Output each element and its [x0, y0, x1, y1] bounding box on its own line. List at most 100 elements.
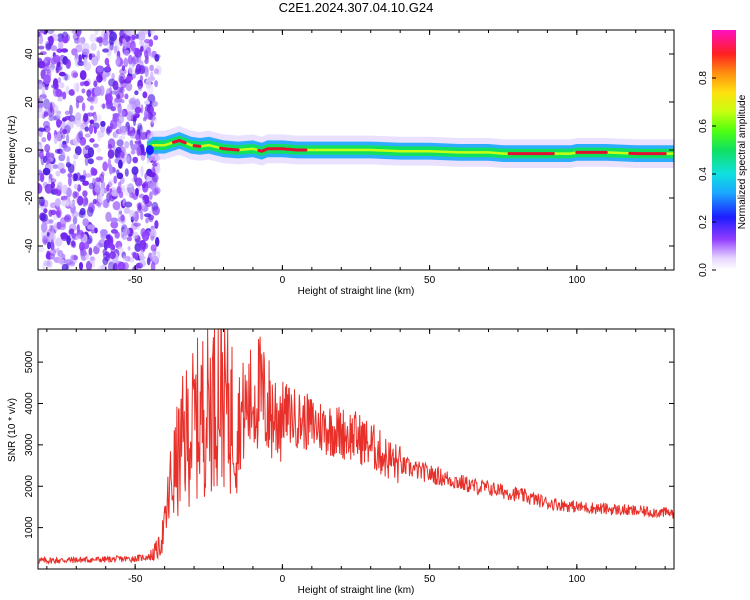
noise-speckle [50, 178, 57, 183]
noise-speckle [108, 261, 115, 270]
snr-panel: -50 0 50 100 1000 2000 3000 4000 5000 Height of… [7, 328, 675, 596]
noise-speckle [140, 245, 146, 253]
x-tick-label: 100 [568, 574, 585, 585]
noise-speckle [156, 250, 161, 260]
y-tick-label: 1000 [24, 516, 35, 539]
noise-speckle [124, 168, 129, 177]
y-tick-label: 0 [24, 147, 35, 153]
noise-speckle [86, 89, 92, 98]
snr-frame [37, 328, 675, 570]
noise-speckle [74, 52, 78, 59]
noise-speckle [65, 121, 74, 130]
noise-speckle [38, 37, 44, 44]
noise-speckle [90, 167, 96, 176]
noise-speckle [71, 210, 79, 219]
noise-speckle [151, 250, 156, 261]
noise-speckle [64, 214, 72, 223]
noise-speckle [59, 91, 64, 97]
y-tick-label: 3000 [24, 433, 35, 456]
noise-speckle [154, 187, 161, 195]
noise-speckle [42, 263, 46, 270]
noise-speckle [46, 67, 55, 73]
noise-speckle [124, 141, 130, 149]
noise-speckle [79, 81, 85, 87]
ridge-peak [192, 144, 202, 148]
colorbar: 0.0 0.2 0.4 0.6 0.8 Normalized spectral ampl… [698, 30, 748, 277]
noise-speckle [104, 57, 110, 66]
noise-speckle [67, 173, 73, 178]
snr-series-line [38, 329, 674, 565]
noise-speckle [82, 190, 88, 198]
noise-speckle [125, 255, 131, 262]
noise-speckle [138, 65, 146, 75]
colorbar-tick-label: 0.2 [698, 215, 709, 229]
noise-speckle [126, 236, 133, 242]
noise-speckle [136, 205, 143, 214]
noise-speckle [100, 120, 106, 127]
noise-speckle [76, 119, 82, 126]
noise-speckle [102, 71, 107, 82]
noise-speckle [53, 114, 61, 121]
noise-speckle [43, 111, 49, 117]
noise-speckle [89, 255, 96, 265]
noise-speckle [102, 48, 109, 53]
noise-speckle [59, 127, 63, 135]
noise-speckle [146, 175, 152, 182]
noise-speckle [56, 247, 60, 256]
noise-speckle [130, 40, 136, 52]
y-tick-label: 20 [24, 96, 35, 108]
noise-speckle [65, 59, 72, 69]
noise-speckle [56, 119, 63, 126]
noise-speckle [130, 216, 134, 223]
noise-speckle [58, 71, 66, 77]
noise-speckle [79, 241, 85, 252]
noise-speckle [147, 76, 156, 82]
noise-speckle [96, 50, 101, 61]
noise-speckle [41, 92, 47, 98]
noise-speckle [77, 60, 85, 66]
snr-y-ticks: 1000 2000 3000 4000 5000 [24, 351, 674, 539]
noise-speckle [78, 54, 82, 63]
noise-speckle [124, 93, 129, 100]
noise-speckle [86, 112, 94, 117]
snr-x-axis-title: Height of straight line (km) [298, 585, 415, 596]
noise-speckle [87, 158, 94, 165]
y-tick-label: -20 [24, 190, 35, 205]
noise-speckle [141, 230, 150, 242]
noise-speckle [78, 37, 85, 46]
noise-speckle [87, 224, 95, 230]
noise-speckle [120, 151, 125, 159]
noise-speckle [120, 99, 125, 104]
noise-speckle [93, 245, 100, 255]
noise-speckle [41, 235, 49, 245]
noise-speckle [65, 85, 70, 95]
x-tick-label: 100 [568, 275, 585, 286]
y-tick-label: -40 [24, 238, 35, 253]
noise-speckle [154, 54, 160, 62]
noise-speckle [123, 57, 129, 68]
noise-speckle [143, 109, 148, 121]
noise-speckle [119, 86, 125, 94]
noise-speckle [54, 198, 61, 207]
noise-speckle [82, 218, 89, 227]
noise-speckle [125, 155, 130, 164]
noise-speckle [142, 151, 147, 156]
noise-speckle [78, 130, 84, 140]
noise-speckle [118, 135, 126, 140]
noise-speckle [102, 161, 108, 172]
noise-speckle [68, 175, 72, 187]
noise-speckle [121, 65, 126, 72]
noise-speckle [78, 262, 84, 270]
noise-speckle [52, 247, 58, 253]
noise-speckle [62, 36, 69, 44]
noise-speckle [49, 219, 54, 224]
noise-speckle [87, 95, 96, 103]
noise-speckle [122, 40, 128, 50]
noise-speckle [110, 220, 119, 229]
noise-speckle [152, 205, 160, 216]
spectrogram-y-ticks: -40 -20 0 20 40 [24, 48, 674, 253]
noise-speckle [127, 246, 131, 251]
noise-speckle [149, 30, 155, 36]
noise-speckle [112, 201, 121, 211]
noise-speckle [49, 224, 53, 232]
